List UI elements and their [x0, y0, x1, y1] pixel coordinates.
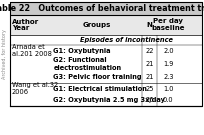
Bar: [10, 2, 202, 15]
Bar: [10, 57, 202, 72]
Text: Groups: Groups: [83, 22, 111, 28]
Bar: [10, 83, 202, 94]
Text: 22: 22: [145, 48, 154, 54]
Text: 0.0: 0.0: [163, 97, 174, 103]
Text: 1.0: 1.0: [163, 86, 174, 92]
Text: 21: 21: [145, 61, 154, 67]
Text: 1.9: 1.9: [163, 61, 174, 67]
Bar: [10, 15, 202, 35]
Text: G2: Functional
electrostimulation: G2: Functional electrostimulation: [53, 58, 121, 70]
Text: 25: 25: [145, 86, 154, 92]
Text: G2: Oxybutynia 2.5 mg 3x/day: G2: Oxybutynia 2.5 mg 3x/day: [53, 97, 165, 103]
Text: 21: 21: [145, 74, 154, 80]
Text: Archived, for history: Archived, for history: [2, 29, 8, 79]
Text: 26: 26: [145, 97, 154, 103]
Text: Per day
baseline: Per day baseline: [152, 18, 185, 31]
Bar: [10, 94, 202, 106]
Text: Episodes of incontinence: Episodes of incontinence: [80, 37, 173, 43]
Text: Wang et al.32
2006: Wang et al.32 2006: [12, 82, 58, 95]
Text: G3: Pelvic floor training: G3: Pelvic floor training: [53, 74, 142, 80]
Text: N: N: [147, 22, 153, 28]
Text: G1: Oxybutynia: G1: Oxybutynia: [53, 48, 111, 54]
Text: 2.3: 2.3: [163, 74, 174, 80]
Bar: [10, 72, 202, 83]
Bar: [10, 45, 202, 57]
Text: Arnada et
al.201 2008: Arnada et al.201 2008: [12, 44, 52, 57]
Text: G1: Electrical stimulation: G1: Electrical stimulation: [53, 86, 147, 92]
Text: 2.0: 2.0: [163, 48, 174, 54]
Bar: [10, 35, 202, 45]
Text: Author
Year: Author Year: [12, 18, 39, 31]
Text: Table 22   Outcomes of behavioral treatment trials: Table 22 Outcomes of behavioral treatmen…: [0, 4, 204, 13]
